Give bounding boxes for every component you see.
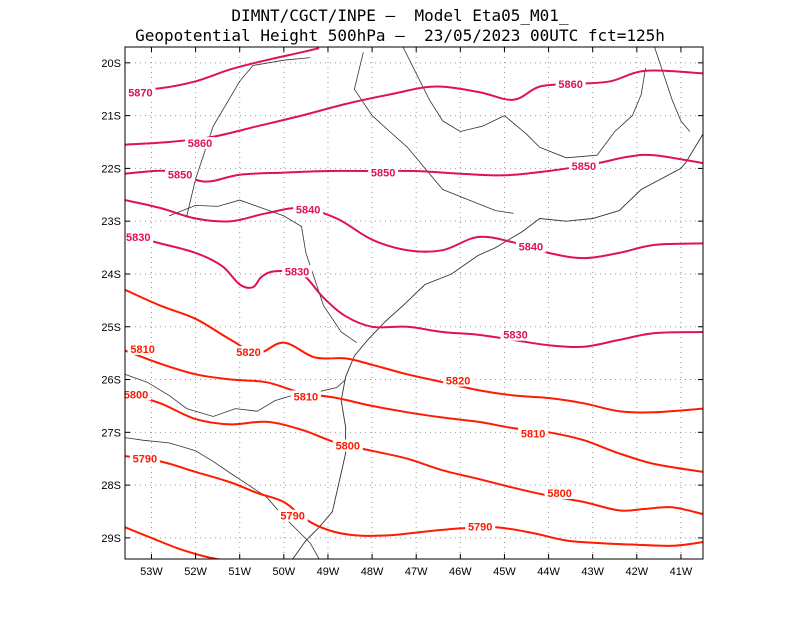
axis-ticks: 53W 52W 51W 50W 49W 48W 47W 46W 45W 44W 43W 42W 41W 2… bbox=[101, 47, 703, 578]
contour-label-5840: 5840 bbox=[296, 205, 320, 217]
contour-label-5830: 5830 bbox=[126, 232, 150, 244]
contour-label-bg bbox=[185, 137, 216, 150]
contour-label-bg bbox=[544, 487, 575, 500]
lon-tick-label: 48W bbox=[361, 566, 384, 578]
contour-label-bg bbox=[125, 86, 156, 99]
lon-tick-label: 45W bbox=[493, 566, 516, 578]
contour-label-5840: 5840 bbox=[519, 242, 543, 254]
border-line bbox=[168, 199, 357, 343]
contour-label-5790: 5790 bbox=[133, 454, 157, 466]
contour-5810 bbox=[125, 349, 703, 473]
contour-label-bg bbox=[555, 77, 586, 90]
contour-label-5810: 5810 bbox=[130, 344, 154, 356]
lon-tick-label: 42W bbox=[626, 566, 649, 578]
border-line bbox=[125, 437, 320, 559]
contour-5820 bbox=[125, 288, 703, 414]
contour-label-bg bbox=[518, 427, 549, 440]
lat-tick-label: 27S bbox=[101, 427, 121, 439]
lon-tick-label: 43W bbox=[581, 566, 604, 578]
border-line bbox=[186, 57, 311, 216]
contour-5800 bbox=[125, 391, 703, 516]
lon-tick-label: 46W bbox=[449, 566, 472, 578]
contour-label-bg bbox=[368, 166, 399, 179]
contour-label-bg bbox=[233, 346, 264, 359]
map-title-line-2: Geopotential Height 500hPa – 23/05/2023 … bbox=[135, 26, 665, 45]
contour-5860 bbox=[125, 69, 703, 146]
map-title-line-1: DIMNT/CGCT/INPE – Model Eta05_M01_ bbox=[231, 6, 569, 25]
border-line bbox=[353, 52, 514, 214]
lon-tick-label: 53W bbox=[140, 566, 163, 578]
lon-tick-label: 50W bbox=[273, 566, 296, 578]
contour-label-5850: 5850 bbox=[572, 161, 596, 173]
lon-tick-label: 49W bbox=[317, 566, 340, 578]
lat-tick-label: 29S bbox=[101, 533, 121, 545]
contour-label-5800: 5800 bbox=[547, 488, 571, 500]
contour-label-bg bbox=[443, 374, 474, 387]
map-frame bbox=[124, 46, 704, 560]
contour-label-5860: 5860 bbox=[188, 138, 212, 150]
contour-5850 bbox=[125, 153, 703, 183]
lon-tick-label: 47W bbox=[405, 566, 428, 578]
lat-tick-label: 21S bbox=[101, 111, 121, 123]
contour-label-5870: 5870 bbox=[128, 87, 152, 99]
contour-label-5810: 5810 bbox=[294, 391, 318, 403]
contour-label-bg bbox=[465, 520, 496, 533]
lat-tick-label: 22S bbox=[101, 163, 121, 175]
contour-label-5800: 5800 bbox=[336, 441, 360, 453]
contour-label-5830: 5830 bbox=[285, 266, 309, 278]
contour-label-bg bbox=[515, 240, 546, 253]
contour-label-bg bbox=[127, 342, 158, 355]
lat-tick-label: 20S bbox=[101, 58, 121, 70]
contour-label-bg bbox=[293, 203, 324, 216]
contour-label-5820: 5820 bbox=[446, 376, 470, 388]
contour-label-bg bbox=[165, 168, 196, 181]
contour-label-bg bbox=[568, 159, 599, 172]
border-line bbox=[125, 373, 258, 417]
contour-label-bg bbox=[500, 328, 531, 341]
contour-label-bg bbox=[332, 439, 363, 452]
contour-5830 bbox=[125, 233, 703, 349]
lon-tick-label: 41W bbox=[670, 566, 693, 578]
contour-label-bg bbox=[277, 509, 308, 522]
contour-5840 bbox=[125, 199, 703, 260]
contour-5790 bbox=[125, 455, 703, 547]
contour-label-5830: 5830 bbox=[503, 330, 527, 342]
contour-5870 bbox=[125, 47, 320, 92]
coast-line bbox=[292, 133, 703, 559]
lon-tick-label: 52W bbox=[184, 566, 207, 578]
contour-labels: 5870 5860 5860 5850 5850 5850 5840 5840 5830 5830… bbox=[121, 77, 599, 533]
contour-label-bg bbox=[129, 452, 160, 465]
contour-label-bg bbox=[290, 390, 321, 403]
lat-tick-label: 26S bbox=[101, 375, 121, 387]
contour-label-5790: 5790 bbox=[280, 511, 304, 523]
lat-tick-label: 25S bbox=[101, 322, 121, 334]
grid-lines bbox=[125, 47, 703, 559]
border-line bbox=[654, 47, 691, 132]
lat-tick-label: 23S bbox=[101, 216, 121, 228]
contour-label-5850: 5850 bbox=[168, 170, 192, 182]
contour-label-5810: 5810 bbox=[521, 428, 545, 440]
contour-5780 bbox=[125, 526, 222, 559]
coastline bbox=[292, 133, 703, 559]
lon-tick-label: 44W bbox=[537, 566, 560, 578]
lat-tick-label: 28S bbox=[101, 480, 121, 492]
political-borders bbox=[125, 47, 691, 559]
contour-lines bbox=[125, 47, 703, 559]
contour-label-bg bbox=[121, 388, 152, 401]
contour-label-bg bbox=[123, 231, 154, 244]
contour-label-5790: 5790 bbox=[468, 521, 492, 533]
lon-tick-label: 51W bbox=[228, 566, 251, 578]
contour-label-5820: 5820 bbox=[236, 347, 260, 359]
contour-label-5850: 5850 bbox=[371, 168, 395, 180]
lat-tick-label: 24S bbox=[101, 269, 121, 281]
contour-label-bg bbox=[282, 265, 313, 278]
contour-label-5860: 5860 bbox=[558, 79, 582, 91]
contour-label-5800: 5800 bbox=[124, 389, 148, 401]
border-line bbox=[402, 47, 646, 159]
